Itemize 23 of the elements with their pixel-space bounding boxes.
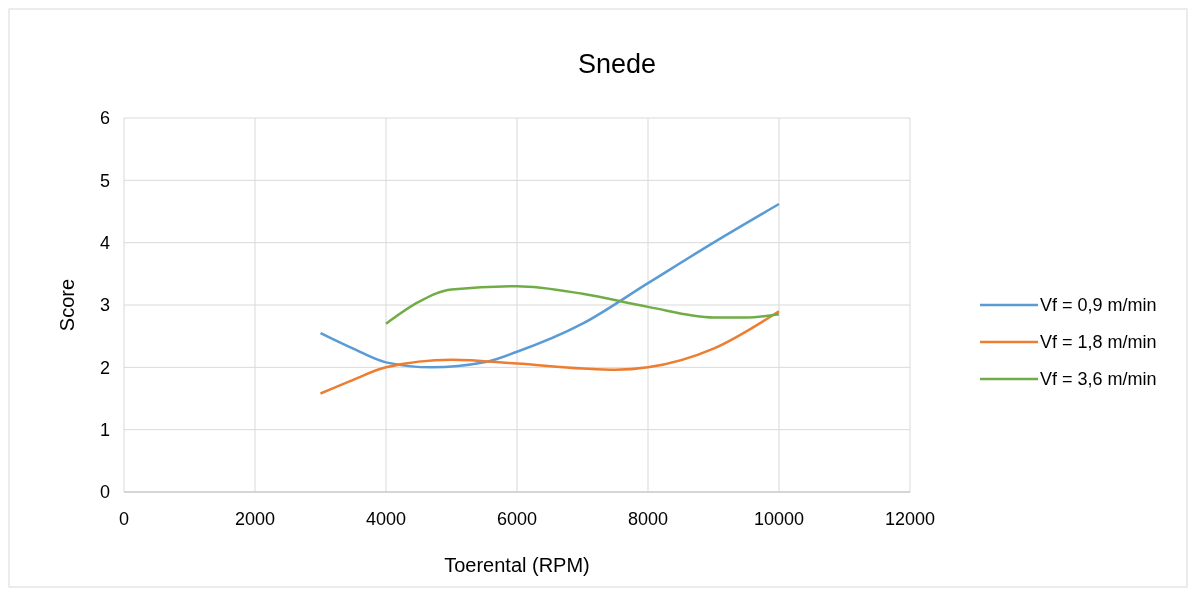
x-tick-label: 12000 xyxy=(884,509,936,529)
x-tick-label: 0 xyxy=(118,509,130,529)
line-series xyxy=(319,309,781,395)
x-tick-label: 4000 xyxy=(365,509,407,529)
y-tick-label: 1 xyxy=(99,419,110,440)
legend-label: Vf = 1,8 m/min xyxy=(1040,332,1157,353)
line-series xyxy=(319,202,781,369)
y-tick-label: 5 xyxy=(99,170,110,191)
x-tick-label: 10000 xyxy=(753,509,805,529)
x-axis-title: Toerental (RPM) xyxy=(444,554,590,576)
y-axis-title: Score xyxy=(56,278,78,332)
y-tick-label: 2 xyxy=(99,357,110,378)
line-series xyxy=(384,285,781,325)
legend-label: Vf = 3,6 m/min xyxy=(1040,369,1157,390)
chart-title: Snede xyxy=(577,49,657,79)
y-tick-label: 3 xyxy=(99,295,110,316)
y-tick-label: 0 xyxy=(99,482,110,503)
x-tick-label: 8000 xyxy=(627,509,669,529)
x-tick-label: 2000 xyxy=(234,509,276,529)
y-tick-label: 4 xyxy=(99,232,110,253)
x-tick-label: 6000 xyxy=(496,509,538,529)
legend-label: Vf = 0,9 m/min xyxy=(1040,295,1157,316)
y-tick-label: 6 xyxy=(99,108,110,129)
